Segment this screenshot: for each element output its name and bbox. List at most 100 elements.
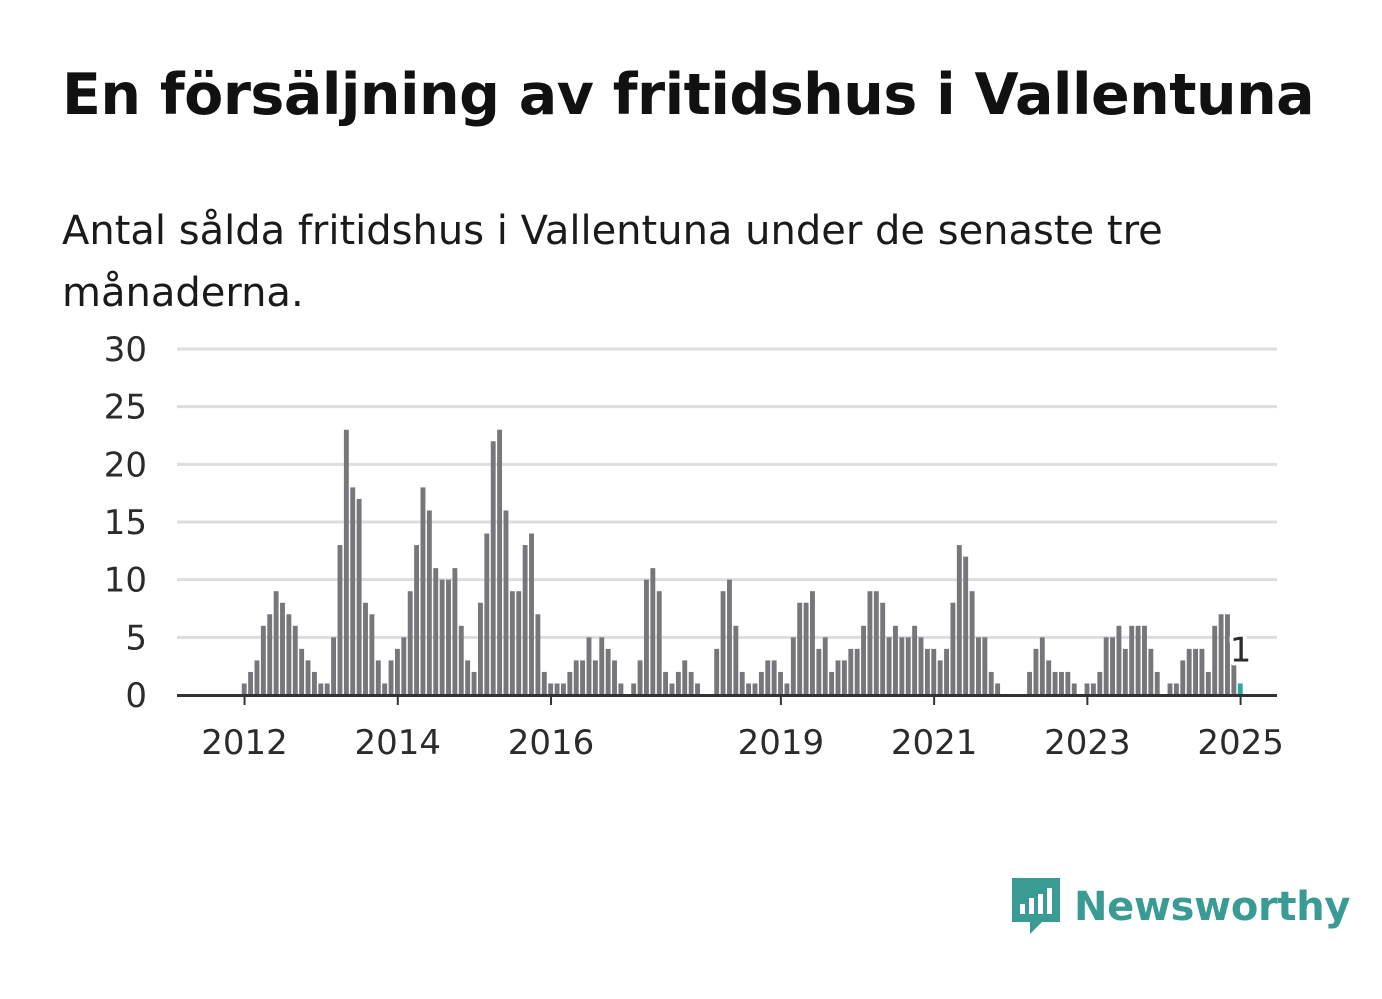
bar [318,683,324,695]
bar [1173,683,1179,695]
bar [982,637,988,695]
bar [854,648,860,695]
bar [873,591,879,695]
bar [950,602,956,695]
y-tick-label: 25 [104,388,147,428]
bar [477,602,483,695]
bar [1225,614,1230,695]
bar [1065,671,1071,695]
bar [1110,637,1115,695]
bar [669,683,675,695]
bar [375,660,381,695]
bar [1046,660,1052,695]
bar [835,660,841,695]
bar [778,671,783,695]
bar [1180,660,1186,695]
bar [1186,648,1192,695]
bar [343,429,349,695]
bar [599,637,605,695]
chart-subtitle: Antal sålda fritidshus i Vallentuna unde… [62,208,1163,316]
bar [976,637,981,695]
y-tick-label: 10 [104,561,147,601]
bar [292,625,298,695]
bar [280,602,285,695]
bar [675,671,681,695]
bar [739,671,745,695]
bar [918,637,924,695]
bar [548,683,554,695]
y-tick-label: 15 [104,503,147,543]
bar [650,568,656,695]
bars [241,429,1243,695]
bar [1071,683,1077,695]
bar [969,591,975,695]
bar [516,591,522,695]
bar [458,625,464,695]
bar [446,579,451,695]
bar [937,660,943,695]
bar [388,660,394,695]
bar [1084,683,1090,695]
bar [433,568,439,695]
bar [1039,637,1045,695]
bar [758,671,764,695]
bar [899,637,905,695]
bar [401,637,407,695]
bar [893,625,898,695]
bar [580,660,586,695]
bar [363,602,368,695]
bar [1199,648,1205,695]
brand-name: Newsworthy [1074,884,1351,930]
bar [886,637,892,695]
bar [841,660,847,695]
bar [1212,625,1218,695]
bar [727,579,732,695]
bar [656,591,662,695]
bar [484,533,490,695]
bar [880,602,886,695]
bar [350,487,356,695]
bar [1154,671,1160,695]
newsworthy-logo-icon [1012,878,1060,934]
bar [752,683,758,695]
bar [465,660,471,695]
bar [746,683,752,695]
bar [420,487,426,695]
bar [963,556,969,695]
bar [797,602,803,695]
bar [1027,671,1032,695]
bar [305,660,311,695]
bar [414,545,420,695]
bar [631,683,637,695]
bar [509,591,515,695]
bar [1142,625,1147,695]
x-tick-label: 2023 [1044,723,1131,763]
bar [1231,660,1237,695]
bar [567,671,573,695]
bar [324,683,330,695]
bar [394,648,400,695]
bar [988,671,994,695]
y-tick-label: 30 [104,330,147,370]
bar [356,498,362,695]
bar [1052,671,1058,695]
bar [248,671,254,695]
y-tick-label: 5 [125,618,147,658]
x-tick-label: 2012 [201,723,288,763]
bar [618,683,624,695]
bar [637,660,643,695]
highlight-value-label: 1 [1230,630,1252,670]
bar [541,671,547,695]
bar [1148,648,1154,695]
bar [1135,625,1141,695]
bar [299,648,305,695]
bar [273,591,279,695]
bar [912,625,918,695]
bar [829,671,835,695]
bar [1167,683,1173,695]
bar [995,683,1001,695]
bar [337,545,343,695]
bar [956,545,962,695]
y-tick-label: 0 [125,676,147,716]
